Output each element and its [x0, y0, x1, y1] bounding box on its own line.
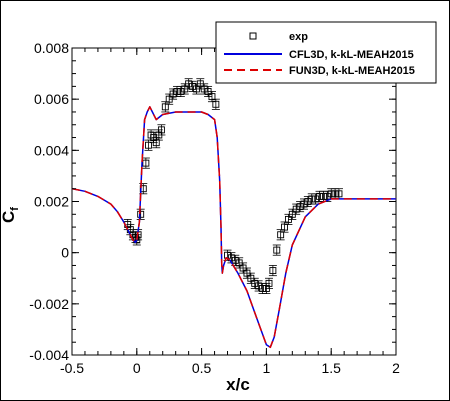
- data-point: [269, 267, 277, 275]
- legend-label-exp: exp: [289, 31, 308, 43]
- data-point: [308, 195, 316, 203]
- y-tick-label: 0.008: [34, 40, 69, 56]
- data-point: [208, 93, 216, 101]
- data-point: [331, 190, 339, 198]
- plot-area: [71, 47, 397, 356]
- data-point: [157, 126, 165, 134]
- legend-box: [215, 21, 437, 84]
- y-tick-label: 0.006: [34, 91, 69, 107]
- x-tick-label: -0.5: [60, 360, 84, 376]
- y-axis-title-main: C: [0, 211, 18, 223]
- legend-label-fun3d: FUN3D, k-kL-MEAH2015: [289, 65, 415, 77]
- y-axis-title-sub: f: [9, 207, 21, 211]
- tick-layer: -0.5 0 0.5 1 1.5 2 -0.004 -0.002 0 0.002 0.004 0.00…: [29, 40, 400, 376]
- data-point: [335, 190, 343, 198]
- series-line-1: [71, 106, 396, 349]
- x-tick-label: 0.5: [192, 360, 212, 376]
- y-tick-label: 0.002: [34, 194, 69, 210]
- legend-label-cfl3d: CFL3D, k-kL-MEAH2015: [289, 49, 414, 61]
- legend: exp CFL3D, k-kL-MEAH2015 FUN3D, k-kL-MEA…: [215, 21, 437, 84]
- series-line-2: [71, 106, 396, 349]
- data-point: [152, 139, 160, 147]
- series-layer: [71, 78, 396, 349]
- data-point: [212, 100, 220, 108]
- data-point: [319, 192, 327, 200]
- y-tick-label: 0: [61, 245, 69, 261]
- legend-marker-exp: [249, 32, 257, 40]
- x-tick-label: 0: [133, 360, 141, 376]
- data-point: [316, 192, 323, 200]
- data-point: [277, 231, 285, 239]
- data-point: [327, 190, 335, 198]
- y-tick-label: -0.002: [29, 296, 69, 312]
- data-point: [273, 246, 281, 254]
- x-tick-label: 1: [263, 360, 271, 376]
- series-scatter-0: [123, 78, 343, 295]
- y-axis-title: Cf: [0, 207, 21, 223]
- data-point: [161, 103, 169, 111]
- plot-border: [71, 47, 397, 356]
- data-point: [265, 279, 273, 287]
- data-point: [281, 223, 288, 231]
- data-point: [173, 88, 181, 95]
- x-tick-label: 1.5: [321, 360, 341, 376]
- x-axis-title: x/c: [226, 375, 250, 394]
- y-tick-label: -0.004: [29, 347, 69, 363]
- data-point: [142, 159, 150, 167]
- y-tick-label: 0.004: [34, 142, 69, 158]
- data-point: [145, 141, 152, 149]
- data-point: [137, 210, 145, 218]
- x-tick-label: 2: [392, 360, 400, 376]
